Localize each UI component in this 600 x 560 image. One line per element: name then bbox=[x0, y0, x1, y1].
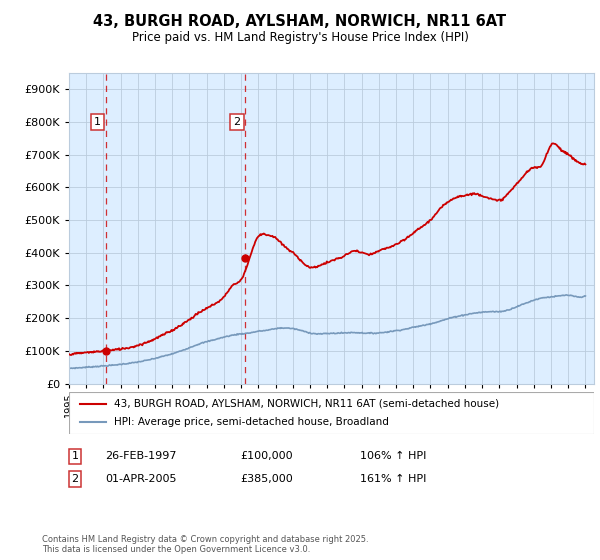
Text: 43, BURGH ROAD, AYLSHAM, NORWICH, NR11 6AT: 43, BURGH ROAD, AYLSHAM, NORWICH, NR11 6… bbox=[94, 14, 506, 29]
Text: £385,000: £385,000 bbox=[240, 474, 293, 484]
Text: Contains HM Land Registry data © Crown copyright and database right 2025.
This d: Contains HM Land Registry data © Crown c… bbox=[42, 535, 368, 554]
Text: £100,000: £100,000 bbox=[240, 451, 293, 461]
Text: 43, BURGH ROAD, AYLSHAM, NORWICH, NR11 6AT (semi-detached house): 43, BURGH ROAD, AYLSHAM, NORWICH, NR11 6… bbox=[113, 399, 499, 409]
Text: 26-FEB-1997: 26-FEB-1997 bbox=[105, 451, 176, 461]
Text: 2: 2 bbox=[71, 474, 79, 484]
Text: Price paid vs. HM Land Registry's House Price Index (HPI): Price paid vs. HM Land Registry's House … bbox=[131, 31, 469, 44]
Text: 106% ↑ HPI: 106% ↑ HPI bbox=[360, 451, 427, 461]
Text: 1: 1 bbox=[71, 451, 79, 461]
Text: HPI: Average price, semi-detached house, Broadland: HPI: Average price, semi-detached house,… bbox=[113, 417, 389, 427]
Text: 01-APR-2005: 01-APR-2005 bbox=[105, 474, 176, 484]
Text: 2: 2 bbox=[233, 117, 241, 127]
Text: 1: 1 bbox=[94, 117, 101, 127]
Text: 161% ↑ HPI: 161% ↑ HPI bbox=[360, 474, 427, 484]
